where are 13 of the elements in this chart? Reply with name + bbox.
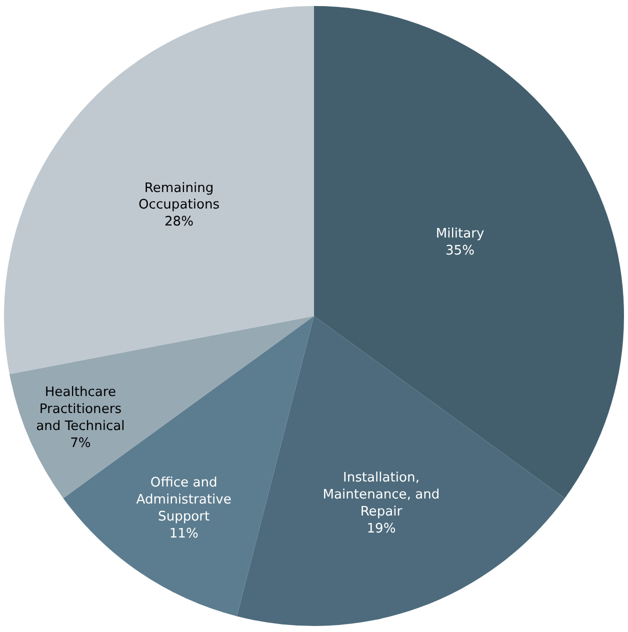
data-label: 28% <box>164 214 194 230</box>
pie-slice <box>4 6 314 374</box>
data-label: 35% <box>445 243 475 258</box>
data-label: 19% <box>366 522 396 537</box>
pie-slice <box>314 6 624 498</box>
data-label: 11% <box>169 526 198 542</box>
pie-slice <box>236 316 565 626</box>
slice-label: Remaining Occupations <box>138 180 220 213</box>
slice-label: Office and Administrative Support <box>136 475 232 524</box>
slice-label: Healthcare Practitioners and Technical <box>36 384 125 434</box>
data-label: 7% <box>70 436 91 451</box>
slice-label: Military <box>436 226 484 242</box>
slice-label: Installation, Maintenance, and Repair <box>322 470 440 520</box>
